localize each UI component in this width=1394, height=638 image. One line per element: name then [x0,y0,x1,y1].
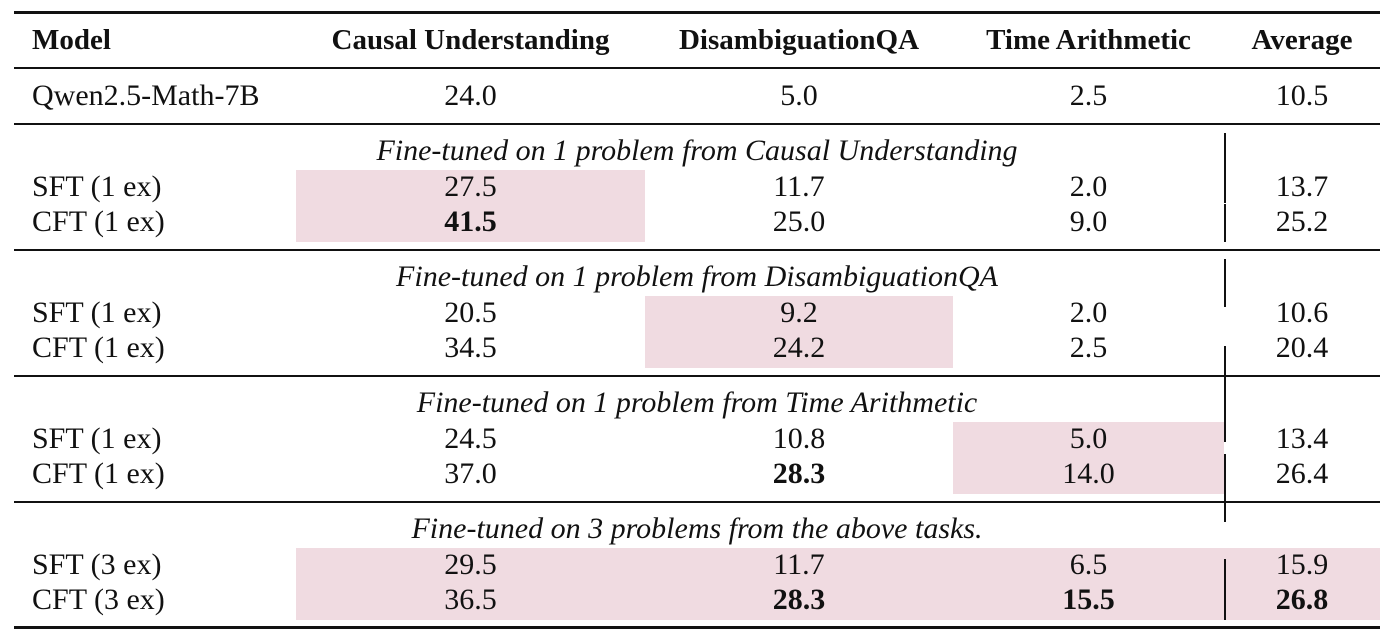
header-disambiguationqa: DisambiguationQA [678,24,920,56]
value-cell: 9.0 [1069,205,1108,238]
value-cell: 9.2 [780,296,818,329]
row-model: CFT (1 ex) [32,205,165,238]
row-model: CFT (1 ex) [32,331,165,364]
top-rule [14,11,1380,14]
header-model: Model [32,24,111,56]
header-average: Average [1251,24,1353,56]
value-cell: 26.8 [1275,583,1329,616]
value-cell: 28.3 [772,583,826,616]
row-model: CFT (3 ex) [32,583,165,616]
highlight-block [296,548,1380,620]
value-cell: 11.7 [773,548,825,581]
group-caption: Fine-tuned on 3 problems from the above … [411,512,983,545]
row-model: SFT (1 ex) [32,296,162,329]
value-cell: 34.5 [444,331,497,364]
value-cell: 20.5 [444,296,497,329]
highlight-block [953,422,1224,494]
value-cell: 13.7 [1275,170,1329,203]
value-cell: 11.7 [773,170,825,203]
value-cell: 13.4 [1275,422,1329,455]
value-cell: 2.0 [1069,170,1108,203]
baseline-value: 2.5 [1069,79,1108,112]
row-model: SFT (1 ex) [32,170,162,203]
value-cell: 15.9 [1275,548,1329,581]
row-model: CFT (1 ex) [32,457,165,490]
value-cell: 2.5 [1069,331,1108,364]
group-rule [14,123,1380,125]
value-cell: 10.8 [772,422,826,455]
value-cell: 20.4 [1275,331,1329,364]
value-cell: 25.0 [772,205,826,238]
column-separator [1224,133,1226,203]
value-cell: 27.5 [444,170,497,203]
baseline-value: 10.5 [1275,79,1329,112]
value-cell: 36.5 [444,583,497,616]
header-time-arithmetic: Time Arithmetic [986,24,1191,56]
value-cell: 24.5 [444,422,497,455]
baseline-value: 5.0 [780,79,818,112]
group-caption: Fine-tuned on 1 problem from Causal Unde… [376,134,1018,167]
header-rule [14,67,1380,69]
value-cell: 25.2 [1275,205,1329,238]
highlight-block [645,296,953,368]
value-cell: 24.2 [772,331,826,364]
group-rule [14,249,1380,251]
value-cell: 15.5 [1062,583,1115,616]
column-separator [1224,204,1226,242]
column-separator [1224,559,1226,620]
column-separator [1224,346,1226,442]
highlight-block [296,170,645,242]
value-cell: 10.6 [1275,296,1329,329]
value-cell: 5.0 [1069,422,1108,455]
group-caption: Fine-tuned on 1 problem from Disambiguat… [396,260,998,293]
group-caption: Fine-tuned on 1 problem from Time Arithm… [416,386,978,419]
bottom-rule [14,626,1380,629]
value-cell: 41.5 [444,205,497,238]
row-model: SFT (1 ex) [32,422,162,455]
group-rule [14,375,1380,377]
group-rule [14,501,1380,503]
column-separator [1224,454,1226,522]
header-causal-understanding: Causal Understanding [331,24,610,56]
baseline-model: Qwen2.5-Math-7B [32,79,260,112]
value-cell: 28.3 [772,457,826,490]
value-cell: 29.5 [444,548,497,581]
row-model: SFT (3 ex) [32,548,162,581]
column-separator [1224,259,1226,307]
value-cell: 14.0 [1062,457,1115,490]
value-cell: 6.5 [1069,548,1108,581]
baseline-value: 24.0 [444,79,497,112]
value-cell: 2.0 [1069,296,1108,329]
value-cell: 26.4 [1275,457,1329,490]
value-cell: 37.0 [444,457,497,490]
